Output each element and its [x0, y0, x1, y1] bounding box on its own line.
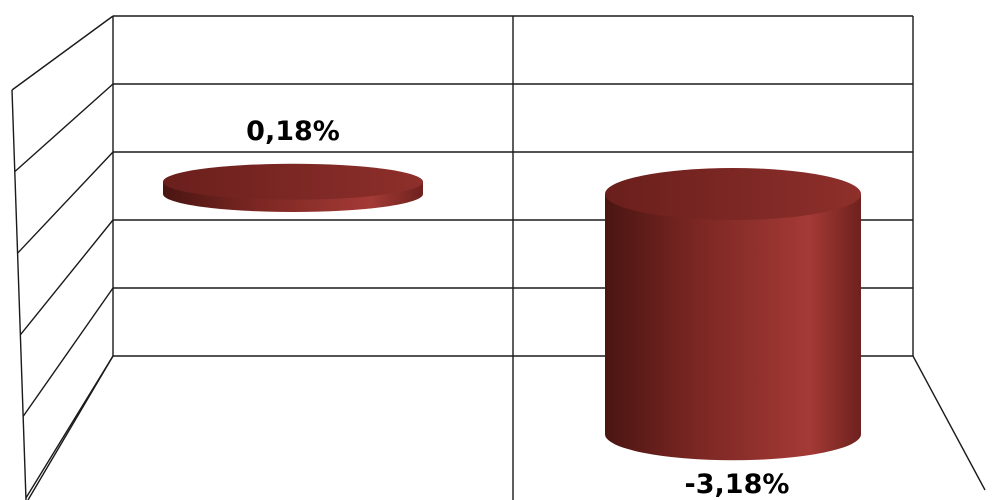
data-label-2: -3,18%: [685, 469, 790, 500]
floor-right-edge: [912, 355, 986, 491]
data-labels: 0,18% -3,18%: [246, 116, 789, 500]
cylinder-top: [163, 163, 423, 200]
bars: [163, 163, 861, 461]
data-label-1: 0,18%: [246, 116, 340, 147]
side-wall-gridline: [25, 355, 114, 499]
gridlines: [14, 83, 913, 499]
side-wall-top-edge: [11, 15, 114, 91]
cylinder-bar: [605, 168, 861, 461]
cylinder-bar: [163, 163, 423, 212]
side-wall-gridline: [22, 287, 114, 417]
side-wall-gridline: [19, 219, 114, 336]
cylinder-top: [605, 168, 861, 220]
side-wall-front-edge: [11, 89, 27, 500]
cylinder-body: [605, 194, 861, 461]
side-wall-gridline: [17, 151, 114, 254]
side-wall-gridline: [14, 83, 114, 173]
